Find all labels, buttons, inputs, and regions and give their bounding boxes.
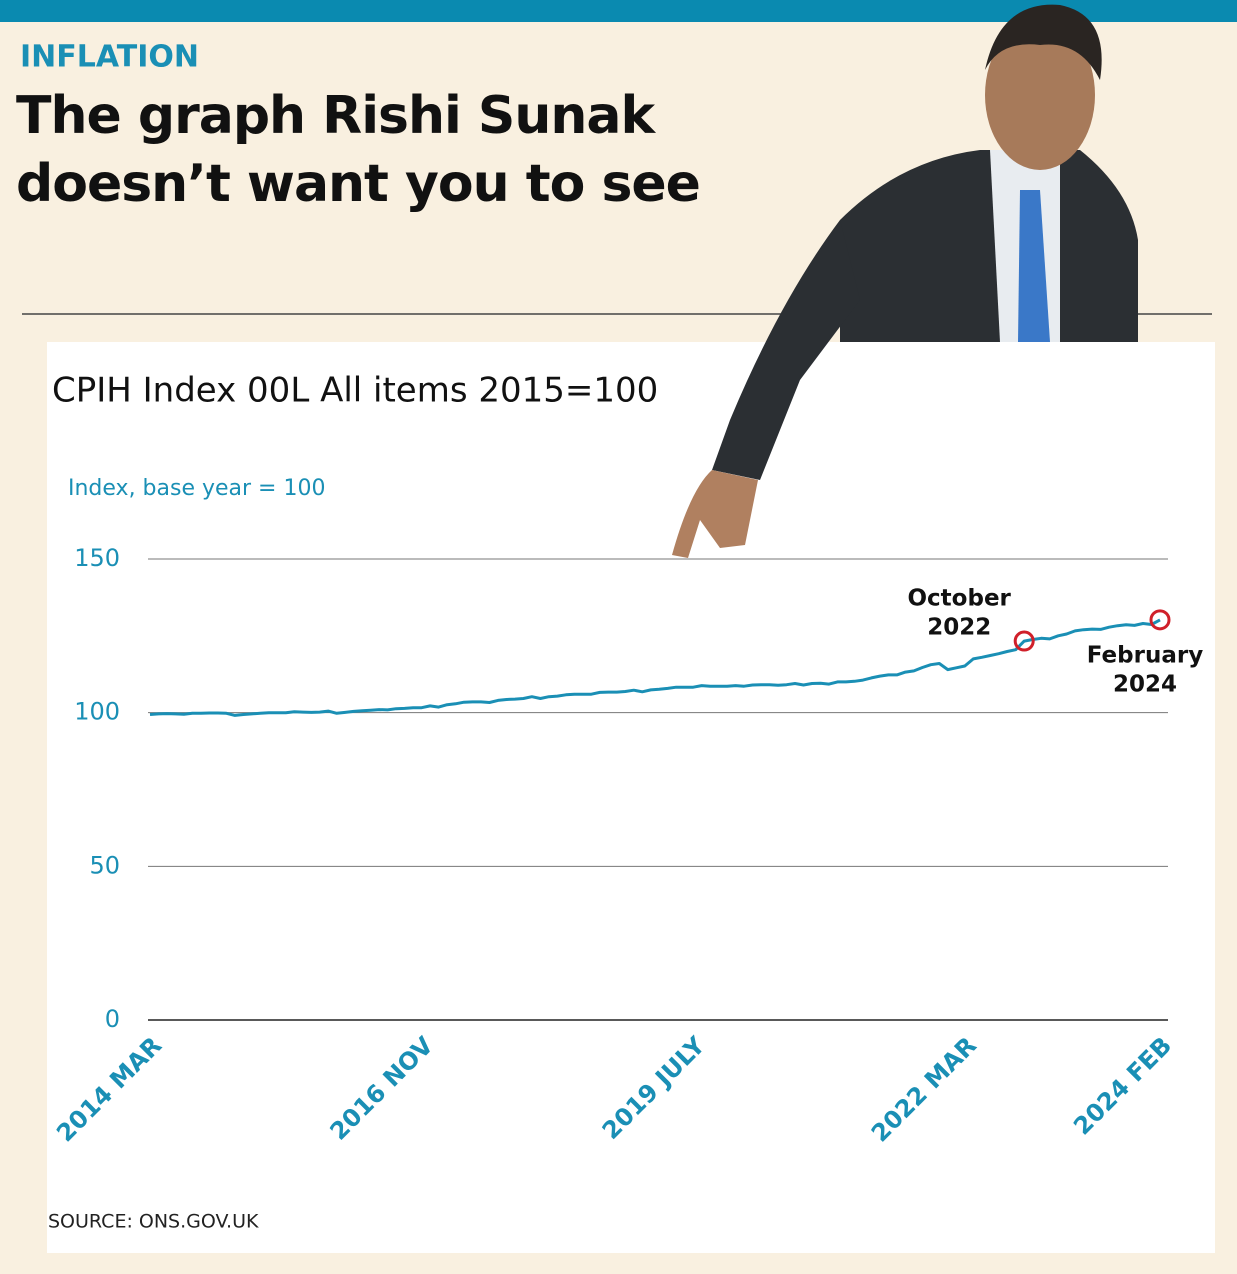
annotation: February — [1087, 642, 1203, 668]
y-tick-label: 100 — [74, 698, 120, 726]
chart-title: CPIH Index 00L All items 2015=100 — [52, 371, 658, 411]
headline: The graph Rishi Sunak doesn’t want you t… — [16, 86, 701, 214]
kicker: INFLATION — [20, 40, 199, 75]
data-line — [149, 618, 1161, 717]
chart-panel — [47, 342, 1215, 1253]
y-axis-label: Index, base year = 100 — [68, 476, 325, 501]
y-tick-label: 150 — [74, 544, 120, 572]
y-tick-label: 50 — [89, 851, 120, 879]
headline-box: The graph Rishi Sunak doesn’t want you t… — [16, 86, 701, 214]
y-tick-label: 0 — [105, 1005, 120, 1033]
top-bar — [0, 0, 1237, 22]
annotation: 2022 — [927, 615, 991, 641]
annotation: October — [908, 586, 1012, 612]
photo — [672, 4, 1138, 558]
source: SOURCE: ONS.GOV.UK — [48, 1211, 259, 1233]
highlight-marker — [1149, 609, 1171, 631]
highlight-marker — [1013, 630, 1035, 652]
annotation: 2024 — [1113, 671, 1177, 697]
